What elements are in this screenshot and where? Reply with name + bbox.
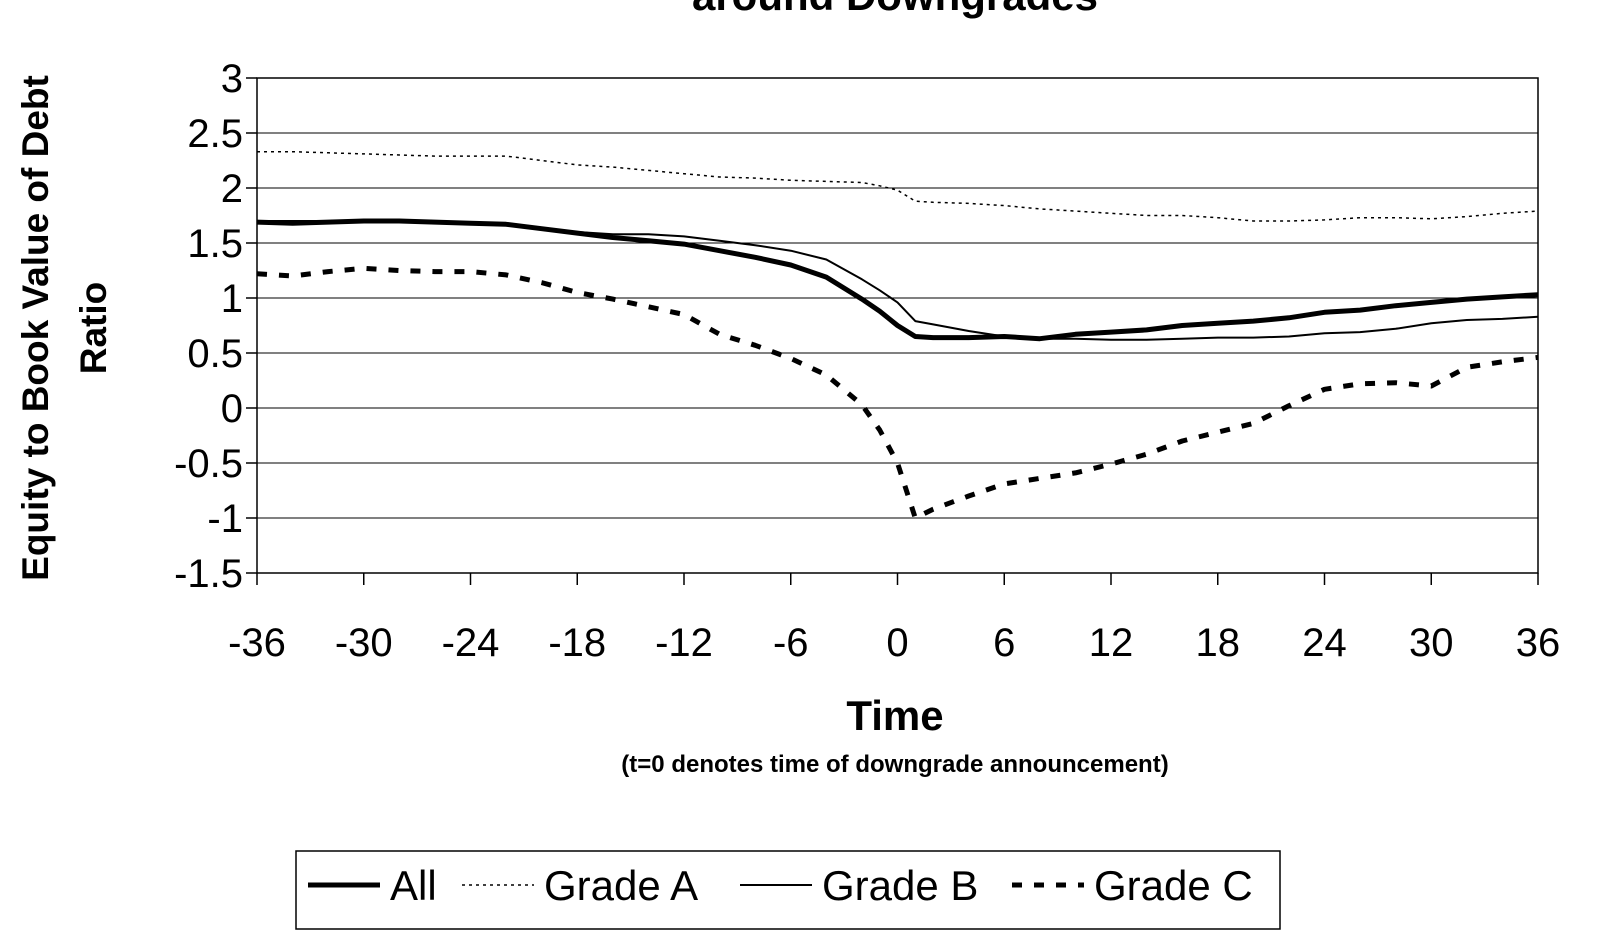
x-tick-label: -30 [335,621,393,665]
y-tick-label: 2 [221,167,243,211]
chart-title: around Downgrades [692,0,1098,19]
series-line-grade-a [257,150,1539,222]
x-tick-label: -18 [548,621,606,665]
legend-label-grade-b: Grade B [822,862,978,909]
x-tick-label: -24 [442,621,500,665]
legend-label-grade-a: Grade A [544,862,698,909]
x-tick-label: 6 [993,621,1015,665]
x-tick-label: -12 [655,621,713,665]
x-tick-label: 0 [886,621,908,665]
x-tick-label: -6 [773,621,809,665]
series-line-grade-c [256,265,1539,521]
y-axis-title-line-2: Ratio [73,282,114,375]
y-tick-label: 0 [221,387,243,431]
y-tick-label: -1.5 [174,552,243,596]
series-line-all [256,218,1539,342]
x-tick-label: 30 [1409,621,1454,665]
x-tick-label: -36 [228,621,286,665]
series-lines [256,150,1539,521]
y-tick-label: 1.5 [187,222,243,266]
x-tick-label: 24 [1302,621,1347,665]
legend: All Grade A Grade B Grade C [295,850,1281,930]
legend-label-all: All [390,862,437,909]
y-tick-label: -1 [207,497,243,541]
x-axis-title: Time [846,692,943,739]
legend-label-grade-c: Grade C [1094,862,1253,909]
series-line-grade-b [257,220,1539,341]
y-tick-label: -0.5 [174,442,243,486]
x-axis: -36 -30 -24 -18 -12 -6 0 6 12 18 24 30 36 [228,573,1560,665]
x-tick-label: 18 [1196,621,1241,665]
y-tick-label: 2.5 [187,112,243,156]
y-tick-label: 3 [221,57,243,101]
y-tick-label: 0.5 [187,332,243,376]
gridlines [257,132,1538,519]
x-tick-label: 36 [1516,621,1561,665]
legend-box [295,850,1281,930]
x-tick-label: 12 [1089,621,1134,665]
y-axis-title: Equity to Book Value of Debt Ratio [15,75,114,581]
y-tick-label: 1 [221,277,243,321]
y-axis: -1.5 -1 -0.5 0 0.5 1 1.5 2 2.5 3 [174,57,257,596]
x-axis-subtitle: (t=0 denotes time of downgrade announcem… [621,751,1168,778]
y-axis-title-line-1: Equity to Book Value of Debt [15,75,56,581]
